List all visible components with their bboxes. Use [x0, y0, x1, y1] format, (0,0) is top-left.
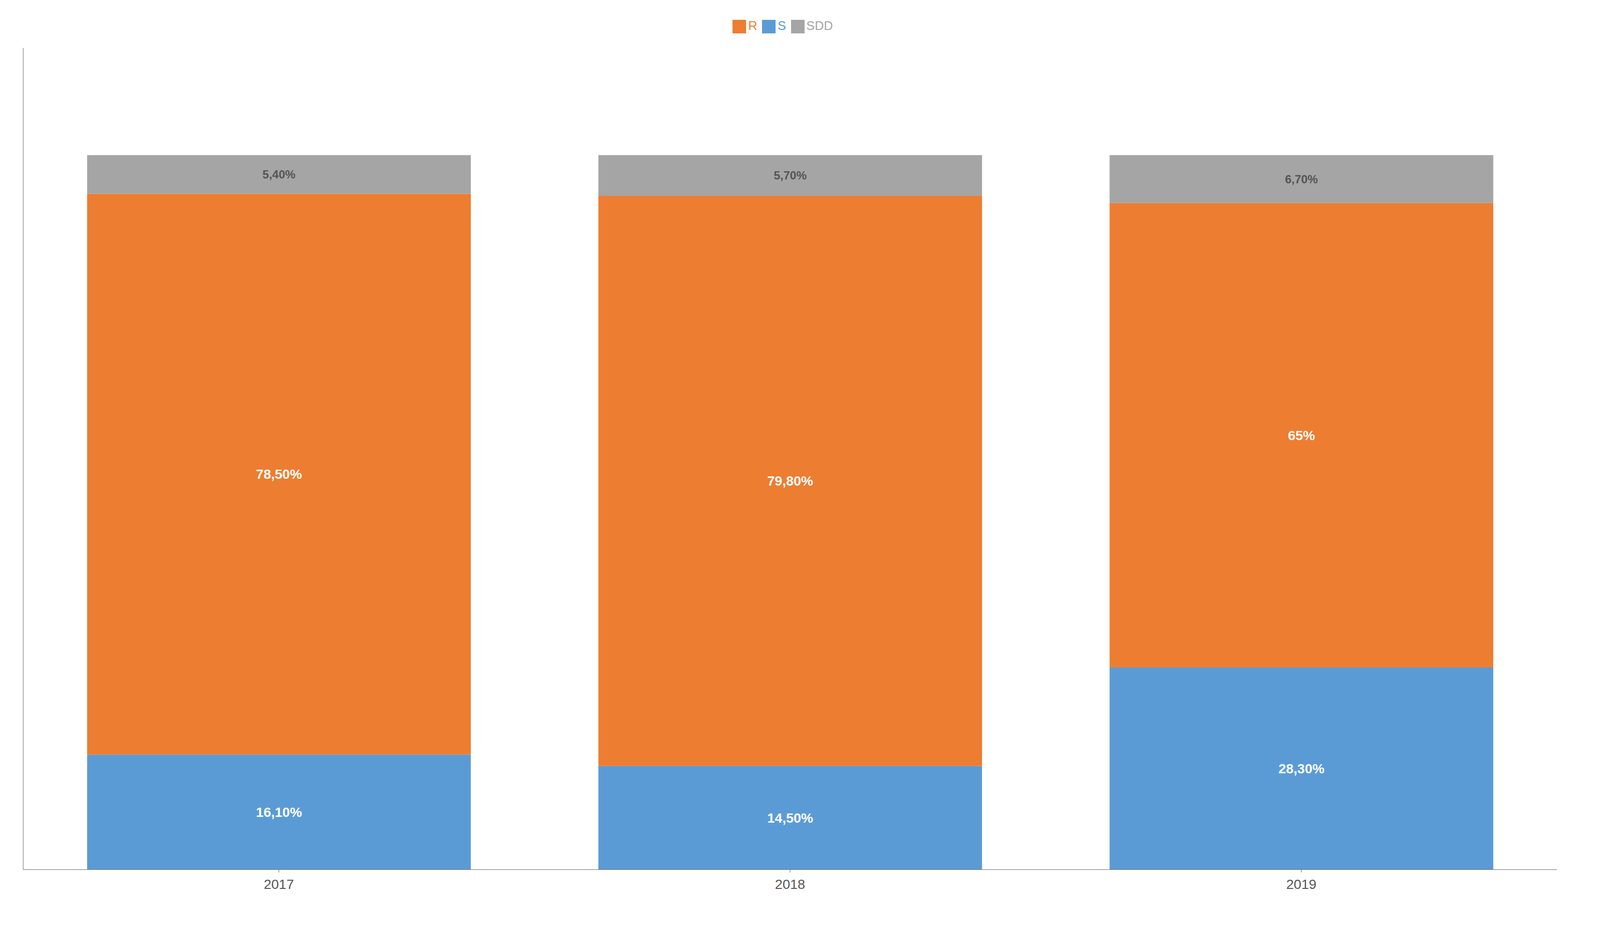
svg-text:5,40%: 5,40% — [262, 167, 296, 181]
svg-text:2019: 2019 — [1286, 877, 1317, 893]
svg-text:78,50%: 78,50% — [255, 466, 302, 482]
html-text:S: S — [777, 18, 787, 33]
svg-text:79,80%: 79,80% — [767, 473, 814, 489]
svg-text:2018: 2018 — [775, 877, 806, 893]
html-text:SDD: SDD — [806, 18, 833, 33]
svg-text:6,70%: 6,70% — [1285, 172, 1318, 186]
svg-text:65%: 65% — [1287, 428, 1316, 444]
svg-text:14,50%: 14,50% — [767, 810, 814, 826]
svg-text:28,30%: 28,30% — [1278, 761, 1325, 777]
svg-text:16,10%: 16,10% — [255, 805, 302, 821]
html-text:R: R — [748, 18, 758, 33]
svg-text:5,70%: 5,70% — [773, 168, 807, 182]
svg-text:2017: 2017 — [263, 877, 294, 893]
